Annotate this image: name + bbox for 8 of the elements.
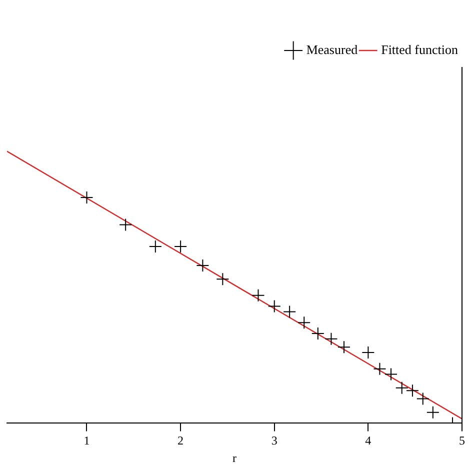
legend-label: Fitted function bbox=[381, 42, 458, 57]
x-tick-label: 3 bbox=[271, 434, 278, 448]
x-axis-title: r bbox=[232, 450, 236, 465]
x-tick-label: 2 bbox=[178, 434, 184, 448]
x-tick-label: 5 bbox=[459, 434, 465, 448]
legend-label: Measured bbox=[306, 42, 358, 57]
x-tick-label: 1 bbox=[84, 434, 90, 448]
x-tick-label: 4 bbox=[365, 434, 372, 448]
